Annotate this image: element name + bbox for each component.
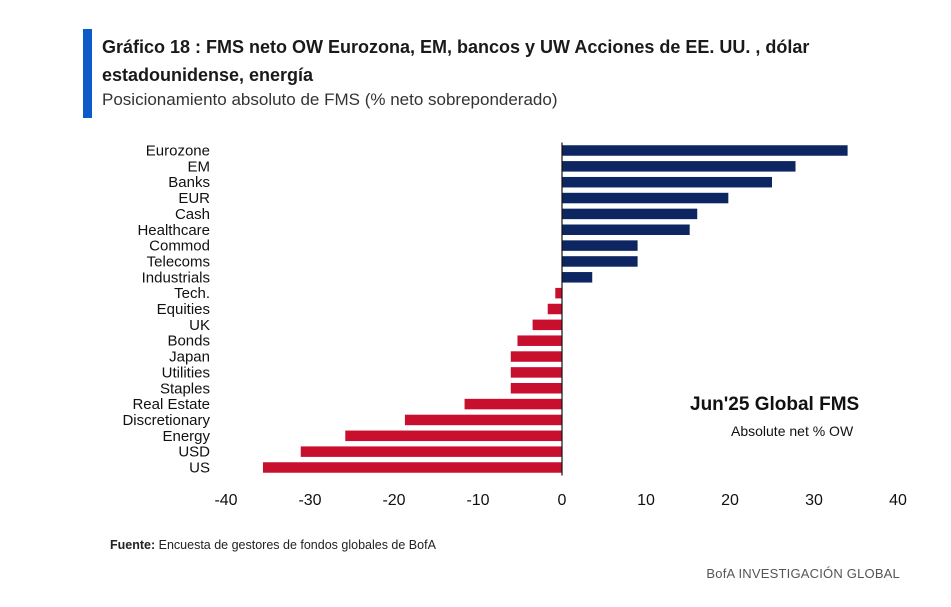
category-label: Healthcare xyxy=(137,222,210,239)
bar-real-estate xyxy=(464,398,562,410)
category-label: Real Estate xyxy=(132,396,210,413)
category-label: Banks xyxy=(168,174,210,191)
category-label: Energy xyxy=(162,428,210,445)
bar-us xyxy=(262,462,562,473)
bar-equities xyxy=(547,303,562,315)
category-label: Tech. xyxy=(174,285,210,302)
bar-tech- xyxy=(555,287,562,299)
source-text: Encuesta de gestores de fondos globales … xyxy=(158,538,436,552)
annotation-subtitle: Absolute net % OW xyxy=(731,423,854,439)
x-tick-label: 40 xyxy=(889,492,907,509)
category-label: EM xyxy=(188,158,211,175)
bar-usd xyxy=(300,446,562,457)
chart-subtitle: Posicionamiento absoluto de FMS (% neto … xyxy=(102,90,558,109)
bar-staples xyxy=(510,383,562,394)
category-label: Equities xyxy=(157,301,210,318)
bar-discretionary xyxy=(404,414,562,426)
bar-eurozone xyxy=(562,145,848,156)
category-label: USD xyxy=(178,444,210,461)
x-tick-label: -20 xyxy=(382,492,405,509)
bar-japan xyxy=(510,351,562,362)
chart-title: Gráfico 18 : FMS neto OW Eurozona, EM, b… xyxy=(102,37,810,85)
annotation-title: Jun'25 Global FMS xyxy=(690,394,860,415)
bar-eur xyxy=(562,192,729,204)
category-label: EUR xyxy=(178,190,210,207)
bar-utilities xyxy=(510,367,562,378)
x-tick-label: 20 xyxy=(721,492,739,509)
bar-healthcare xyxy=(562,224,690,235)
category-label: US xyxy=(189,460,210,477)
category-label: Japan xyxy=(169,349,210,366)
source-note: Fuente: Encuesta de gestores de fondos g… xyxy=(110,538,436,552)
brand-label: BofA INVESTIGACIÓN GLOBAL xyxy=(706,566,900,581)
bar-bonds xyxy=(517,335,562,346)
category-label: Eurozone xyxy=(146,143,210,160)
bar-uk xyxy=(532,319,562,331)
bar-telecoms xyxy=(562,256,638,267)
bar-commod xyxy=(562,240,638,251)
category-label: Cash xyxy=(175,206,210,223)
bar-cash xyxy=(562,208,698,220)
x-tick-label: -10 xyxy=(466,492,489,509)
x-tick-label: 10 xyxy=(637,492,655,509)
bar-energy xyxy=(345,430,562,442)
category-label: UK xyxy=(189,317,210,334)
category-label: Discretionary xyxy=(122,412,210,429)
category-label: Industrials xyxy=(142,269,210,286)
category-label: Commod xyxy=(149,238,210,255)
category-label: Telecoms xyxy=(147,253,210,270)
bar-em xyxy=(562,161,796,172)
category-label: Bonds xyxy=(167,333,210,350)
category-label: Staples xyxy=(160,380,210,397)
source-label: Fuente: xyxy=(110,538,156,552)
bar-industrials xyxy=(562,272,593,283)
bar-banks xyxy=(562,176,772,188)
category-label: Utilities xyxy=(162,364,210,381)
x-tick-label: -30 xyxy=(298,492,321,509)
x-tick-label: -40 xyxy=(214,492,237,509)
accent-bar xyxy=(83,29,92,118)
x-tick-label: 0 xyxy=(558,492,567,509)
x-tick-label: 30 xyxy=(805,492,823,509)
